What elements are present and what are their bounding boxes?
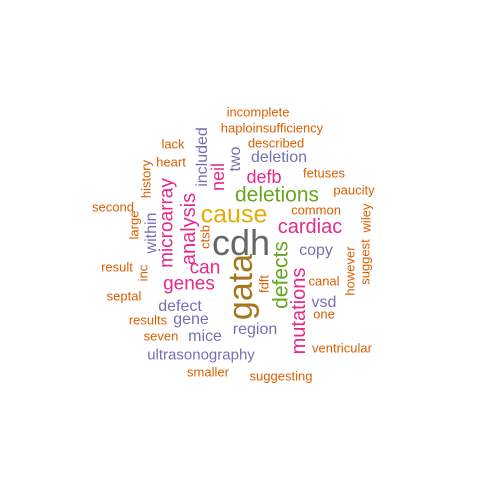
word: ultrasonography [147,346,255,364]
word: copy [299,242,333,259]
word: results [128,312,168,328]
word: deletions [234,183,320,207]
word: cause [200,200,268,229]
word: heart [156,154,186,170]
word: smaller [187,364,229,380]
word: included [194,127,211,187]
word: mice [188,328,222,345]
word: ctsb [197,225,213,249]
word: neil [208,162,228,192]
word: fetuses [303,165,345,181]
word: incomplete [226,104,290,120]
word: defb [246,167,282,187]
word: within [143,212,160,254]
word: however [342,246,358,296]
word: gata [222,253,260,321]
word: seven [143,328,179,344]
word: suggesting [249,368,313,384]
word: can [189,257,221,279]
word: history [138,159,154,199]
word: septal [106,288,142,304]
word: region [232,321,278,338]
word: genes [163,273,215,295]
word: two [227,146,244,172]
word: cdh [211,222,271,263]
word: vsd [311,294,337,311]
word: result [101,259,133,275]
word: described [247,135,305,151]
word: cardiac [277,216,343,238]
word: gene [173,311,209,328]
word: analysis [178,192,200,266]
word: fdft [256,274,272,294]
word: microarray [156,178,178,268]
word: inc [135,264,151,282]
word: defect [158,298,202,315]
word: canal [308,273,340,289]
word: suggest [357,239,373,285]
word: common [291,202,341,218]
word: mutations [288,267,310,355]
word: second [92,199,134,215]
word: ventricular [312,340,372,356]
word: wiley [358,203,374,233]
word: one [313,306,335,322]
word: deletion [250,149,308,166]
word: lack [161,136,185,152]
word: large [126,210,142,240]
word: haploinsufficiency [220,120,324,136]
word: paucity [333,182,375,198]
